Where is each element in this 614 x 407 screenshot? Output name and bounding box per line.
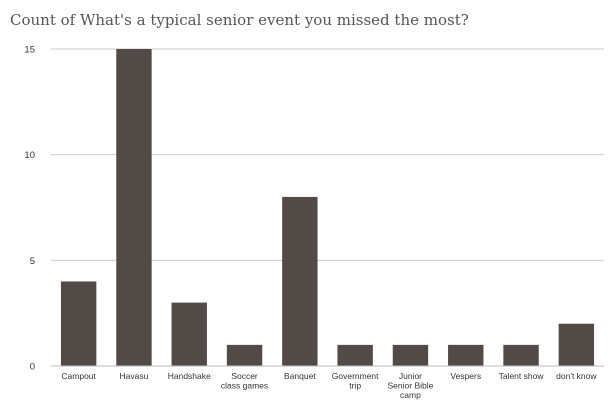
x-tick-label: Campout [61,371,96,381]
x-tick-label: Banquet [284,371,316,381]
x-tick-label: Handshake [168,371,211,381]
y-tick-label: 0 [30,362,35,373]
y-tick-label: 10 [24,150,35,161]
x-tick-label: Havasu [120,371,149,381]
bar [171,302,207,366]
chart-title: Count of What's a typical senior event y… [10,11,469,29]
x-tick-label: Talent show [499,371,545,381]
x-tick-label: Soccer class games [221,371,268,391]
bar [226,344,263,366]
bar [558,323,595,366]
x-tick-label: Vespers [450,371,481,381]
x-tick-label: Government trip [332,371,379,391]
bar [282,196,318,366]
y-tick-label: 15 [24,45,35,56]
bar [60,281,97,366]
bar [503,344,539,366]
x-tick-label: don't know [556,371,597,381]
bar [448,344,484,366]
x-tick-label: Junior Senior Bible camp [388,371,434,400]
bar [116,49,152,366]
bar [392,344,429,366]
bar [337,344,373,366]
y-tick-label: 5 [30,256,35,267]
